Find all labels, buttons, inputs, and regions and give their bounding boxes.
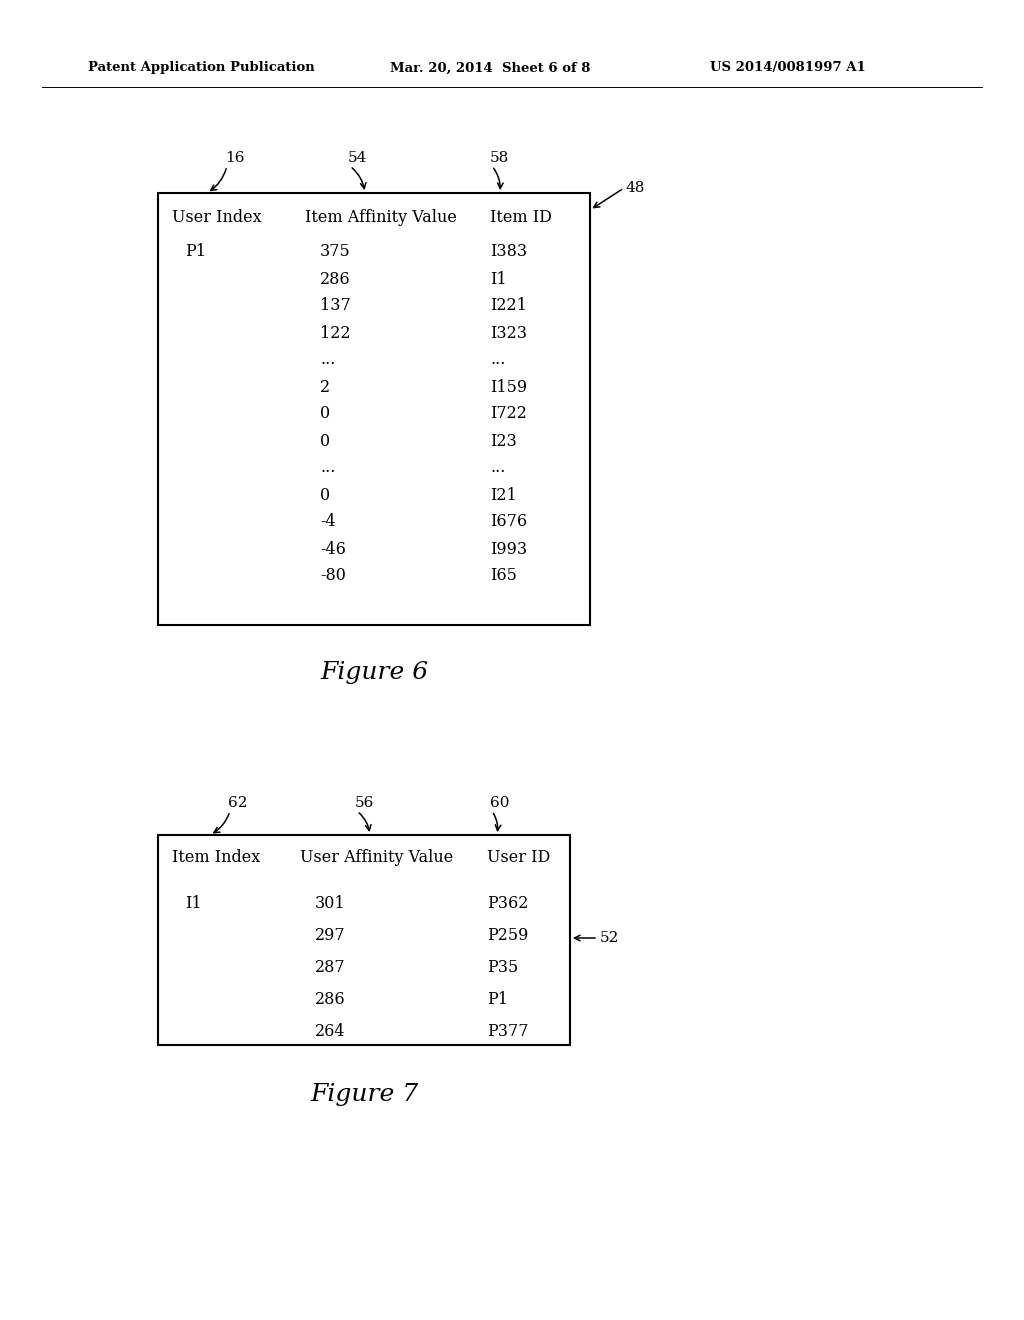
Text: 301: 301 [315, 895, 346, 912]
Text: 16: 16 [225, 150, 245, 165]
Text: I993: I993 [490, 540, 527, 557]
Text: 375: 375 [319, 243, 351, 260]
Text: I1: I1 [185, 895, 202, 912]
Text: 52: 52 [600, 931, 620, 945]
Text: I21: I21 [490, 487, 517, 503]
Text: 297: 297 [315, 927, 346, 944]
Text: 137: 137 [319, 297, 351, 314]
Text: I383: I383 [490, 243, 527, 260]
Text: 2: 2 [319, 379, 330, 396]
Text: 264: 264 [315, 1023, 345, 1040]
Text: 54: 54 [348, 150, 368, 165]
Text: P35: P35 [487, 958, 518, 975]
Text: P259: P259 [487, 927, 528, 944]
Text: I221: I221 [490, 297, 527, 314]
Text: 58: 58 [490, 150, 509, 165]
Text: Item ID: Item ID [490, 209, 552, 226]
Text: Figure 6: Figure 6 [319, 660, 428, 684]
Text: Item Index: Item Index [172, 850, 260, 866]
Text: 60: 60 [490, 796, 510, 810]
Bar [158, 836, 570, 1045]
Text: Patent Application Publication: Patent Application Publication [88, 62, 314, 74]
Text: 286: 286 [315, 990, 346, 1007]
Text: User ID: User ID [487, 850, 550, 866]
Text: US 2014/0081997 A1: US 2014/0081997 A1 [710, 62, 865, 74]
Text: P377: P377 [487, 1023, 528, 1040]
Text: -46: -46 [319, 540, 346, 557]
Text: Mar. 20, 2014  Sheet 6 of 8: Mar. 20, 2014 Sheet 6 of 8 [390, 62, 591, 74]
Text: I1: I1 [490, 271, 507, 288]
Bar [158, 193, 590, 624]
Text: I23: I23 [490, 433, 517, 450]
Text: 0: 0 [319, 405, 330, 422]
Text: User Index: User Index [172, 209, 261, 226]
Text: I722: I722 [490, 405, 527, 422]
Text: 286: 286 [319, 271, 350, 288]
Text: User Affinity Value: User Affinity Value [300, 850, 454, 866]
Text: P362: P362 [487, 895, 528, 912]
Text: 122: 122 [319, 325, 350, 342]
Text: ...: ... [319, 351, 336, 368]
Text: I323: I323 [490, 325, 527, 342]
Text: 56: 56 [355, 796, 375, 810]
Text: I65: I65 [490, 568, 517, 585]
Text: ...: ... [319, 459, 336, 477]
Text: P1: P1 [487, 990, 508, 1007]
Text: 48: 48 [626, 181, 645, 195]
Text: 0: 0 [319, 433, 330, 450]
Text: -80: -80 [319, 568, 346, 585]
Text: ...: ... [490, 351, 506, 368]
Text: I676: I676 [490, 513, 527, 531]
Text: P1: P1 [185, 243, 206, 260]
Text: I159: I159 [490, 379, 527, 396]
Text: 62: 62 [228, 796, 248, 810]
Text: ...: ... [490, 459, 506, 477]
Text: -4: -4 [319, 513, 336, 531]
Text: 0: 0 [319, 487, 330, 503]
Text: Figure 7: Figure 7 [310, 1084, 418, 1106]
Text: Item Affinity Value: Item Affinity Value [305, 209, 457, 226]
Text: 287: 287 [315, 958, 346, 975]
